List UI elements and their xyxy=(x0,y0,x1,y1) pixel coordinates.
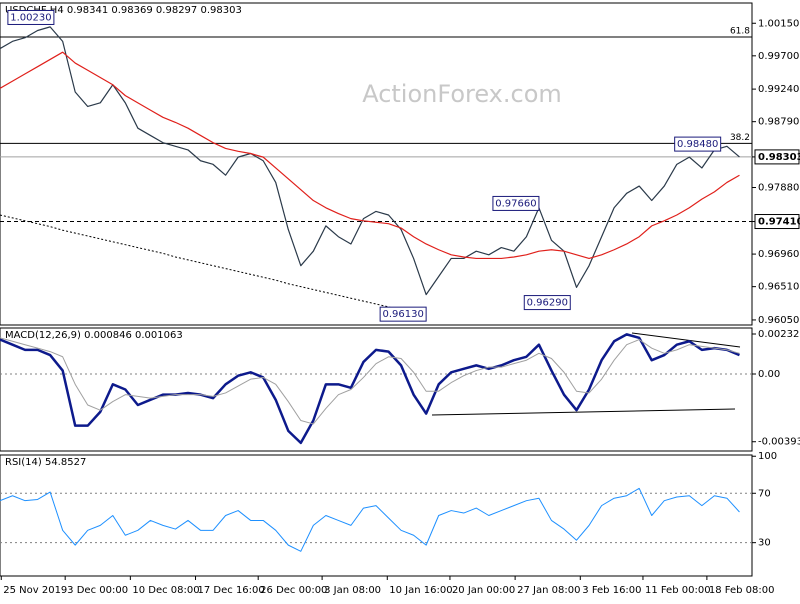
y-tick-label: 100 xyxy=(758,451,777,462)
y-tick-label: 0.002322 xyxy=(758,329,800,340)
y-tick-label: 0.96510 xyxy=(758,282,799,293)
y-tick-label: 0.99240 xyxy=(758,84,799,95)
y-tick-label: 0.96960 xyxy=(758,249,799,260)
y-tick-label: 0.00 xyxy=(758,369,780,380)
annotation-label: 0.97660 xyxy=(495,198,536,209)
macd-title: MACD(12,26,9) 0.000846 0.001063 xyxy=(5,330,183,341)
x-tick-label: 10 Dec 08:00 xyxy=(132,585,199,596)
y-tick-label: 1.00150 xyxy=(758,18,799,29)
y-tick-label: 0.96050 xyxy=(758,315,799,326)
annotation-box xyxy=(674,136,722,152)
series-line xyxy=(0,487,740,552)
panel-frame xyxy=(0,454,753,577)
rsi-title: RSI(14) 54.8527 xyxy=(5,457,86,468)
annotation-label: 0.96130 xyxy=(382,309,423,320)
y-tick-label: -0.003932 xyxy=(758,437,800,448)
series-line xyxy=(0,337,740,425)
x-tick-label: 3 Dec 00:00 xyxy=(67,585,128,596)
price-title: USDCHF,H4 0.98341 0.98369 0.98297 0.9830… xyxy=(5,5,242,16)
series-line xyxy=(0,214,427,317)
y-tick-label: 0.97880 xyxy=(758,183,799,194)
x-tick-label: 3 Jan 08:00 xyxy=(324,585,381,596)
annotation-label: 0.98480 xyxy=(677,139,718,150)
series-line xyxy=(0,26,740,296)
fib-label: 61.8 xyxy=(730,27,750,37)
x-tick-label: 17 Dec 16:00 xyxy=(198,585,265,596)
y-tick-label: 0.97410 xyxy=(758,217,800,228)
macd-trendline xyxy=(631,332,741,348)
annotation-label: 1.00230 xyxy=(10,12,51,23)
series-line xyxy=(0,51,740,260)
watermark: ActionForex.com xyxy=(362,80,562,108)
x-tick-label: 18 Feb 08:00 xyxy=(709,585,775,596)
panel-frame xyxy=(0,327,753,452)
x-tick-label: 25 Nov 2019 xyxy=(3,585,67,596)
x-tick-label: 10 Jan 16:00 xyxy=(389,585,452,596)
annotation-box xyxy=(379,306,427,322)
y-tick-label: 0.98790 xyxy=(758,117,799,128)
macd-trendline xyxy=(431,408,736,416)
y-tick-label: 0.98303 xyxy=(758,152,800,163)
fib-label: 38.2 xyxy=(730,133,750,143)
y-tick-label: 70 xyxy=(758,488,771,499)
y-tick-label: 0.99700 xyxy=(758,51,799,62)
annotation-box xyxy=(7,9,55,25)
x-tick-label: 26 Dec 00:00 xyxy=(260,585,327,596)
x-tick-label: 27 Jan 08:00 xyxy=(517,585,580,596)
annotation-box xyxy=(492,195,540,211)
y-tick-label: 30 xyxy=(758,538,771,549)
annotation-box xyxy=(523,295,571,311)
annotation-label: 0.96290 xyxy=(527,298,568,309)
x-tick-label: 20 Jan 00:00 xyxy=(452,585,515,596)
price-box xyxy=(754,214,800,230)
x-tick-label: 11 Feb 00:00 xyxy=(645,585,711,596)
panel-frame xyxy=(0,2,753,326)
x-tick-label: 3 Feb 16:00 xyxy=(582,585,641,596)
price-box xyxy=(754,149,800,165)
series-line xyxy=(0,333,740,445)
